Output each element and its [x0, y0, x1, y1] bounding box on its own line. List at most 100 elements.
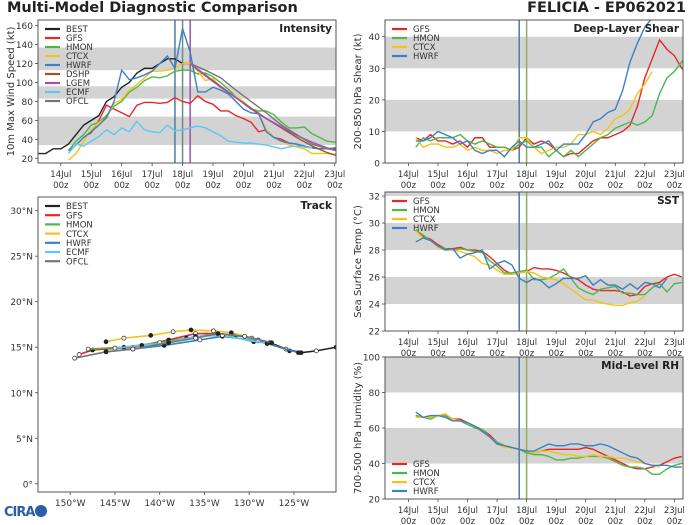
shaded-band [385, 357, 683, 393]
y-tick-label: 0 [374, 160, 380, 170]
x-tick-label: 00z [519, 349, 535, 359]
plot-frame [384, 191, 684, 332]
track-marker [193, 335, 198, 341]
track-marker [166, 340, 172, 346]
panel-track: 0° 5°N 10°N 15°N 20°N 25°N 30°N 150°W 145°W 140°W… [10, 196, 337, 509]
legend-label: HWRF [413, 52, 439, 62]
x-tick-label: 21Jul [605, 338, 626, 348]
plot-frame [37, 196, 337, 493]
plot-frame [384, 356, 684, 500]
panel-intensity: 2040608010012014016014Jul00z15Jul00z16Ju… [6, 19, 345, 191]
x-tick-label: 17Jul [487, 338, 508, 348]
x-tick-label: 145°W [100, 499, 131, 509]
x-tick-label: 150°W [55, 499, 86, 509]
y-tick-label: 20°N [10, 298, 33, 308]
y-tick-label: 60 [22, 117, 34, 127]
series-line-ecmf [67, 120, 312, 154]
y-tick-label: 28 [369, 247, 381, 257]
x-tick-label: 00z [489, 181, 505, 191]
x-tick-label: 00z [430, 181, 446, 191]
series-line-ecmf [114, 334, 268, 349]
x-tick-label: 23Jul [664, 506, 685, 516]
y-tick-label: 5°N [16, 435, 33, 445]
y-tick-label: 0° [23, 480, 33, 490]
legend-label: HMON [413, 34, 440, 44]
legend-label: HWRF [66, 239, 92, 249]
legend-label: BEST [66, 25, 89, 35]
x-tick-label: 18Jul [516, 170, 537, 180]
y-tick-label: 22 [369, 328, 380, 338]
series-line-lgem [189, 63, 336, 152]
x-tick-label: 135°W [189, 499, 220, 509]
series-group [415, 20, 683, 158]
y-tick-label: 60 [369, 425, 381, 435]
track-marker [215, 331, 221, 336]
x-tick-label: 00z [549, 349, 565, 359]
series-line-hwrf [68, 28, 336, 152]
panel-title: Mid-Level RH [601, 360, 679, 372]
series-line-best [38, 58, 191, 155]
x-tick-label: 00z [460, 517, 476, 525]
plot-frame [384, 19, 684, 164]
panel-shear: 01020304014Jul00z15Jul00z16Jul00z17Jul00… [353, 19, 685, 191]
y-tick-label: 120 [16, 60, 33, 70]
legend-label: BEST [66, 202, 89, 212]
track-marker [121, 335, 127, 341]
x-tick-label: 00z [114, 181, 130, 191]
x-tick-label: 22Jul [634, 338, 655, 348]
shaded-band [385, 223, 683, 251]
x-tick-label: 00z [667, 349, 683, 359]
legend-label: HMON [66, 43, 93, 53]
legend-label: HMON [413, 469, 440, 479]
x-tick-label: 140°W [144, 499, 175, 509]
x-tick-label: 00z [205, 181, 221, 191]
x-tick-label: 20Jul [575, 506, 596, 516]
x-tick-label: 00z [236, 181, 252, 191]
track-marker [197, 337, 203, 343]
y-tick-label: 30 [369, 65, 381, 75]
legend-label: OFCL [66, 97, 89, 107]
x-tick-label: 14Jul [50, 170, 71, 180]
shaded-band [385, 192, 683, 197]
track-marker [296, 350, 301, 356]
track-marker [148, 333, 154, 338]
panel-title: Intensity [279, 23, 332, 35]
y-axis-label: Sea Surface Temp (°C) [353, 205, 364, 318]
x-tick-label: 21Jul [263, 170, 284, 180]
x-tick-label: 19Jul [546, 506, 567, 516]
track-marker [112, 345, 118, 351]
y-axis-label: 700-500 hPa Humidity (%) [353, 362, 364, 494]
series-group [38, 28, 336, 161]
x-tick-label: 00z [637, 517, 653, 525]
x-tick-label: 16Jul [457, 506, 478, 516]
x-tick-label: 23Jul [324, 170, 345, 180]
series-group [415, 411, 683, 475]
x-tick-label: 16Jul [457, 338, 478, 348]
x-tick-label: 20Jul [233, 170, 254, 180]
plot-frame [37, 19, 337, 164]
y-tick-label: 24 [369, 301, 381, 311]
series-line-hwrf [415, 20, 652, 158]
x-tick-label: 00z [266, 181, 282, 191]
track-marker [103, 339, 109, 345]
y-tick-label: 40 [22, 136, 34, 146]
main-title: Multi-Model Diagnostic Comparison [7, 0, 298, 16]
x-tick-label: 00z [578, 517, 594, 525]
legend-label: HMON [413, 206, 440, 216]
legend-label: CTCX [66, 52, 89, 62]
x-tick-label: 00z [401, 349, 417, 359]
x-tick-label: 19Jul [546, 338, 567, 348]
x-tick-label: 00z [327, 181, 343, 191]
legend-label: ECMF [66, 88, 90, 98]
y-tick-label: 20 [369, 496, 381, 506]
track-marker [269, 340, 274, 346]
x-tick-label: 15Jul [427, 338, 448, 348]
legend-label: LGEM [66, 79, 90, 89]
x-tick-label: 00z [401, 181, 417, 191]
x-tick-label: 00z [84, 181, 100, 191]
x-tick-label: 14Jul [398, 170, 419, 180]
x-tick-label: 00z [637, 181, 653, 191]
x-tick-label: 00z [175, 181, 191, 191]
x-tick-label: 00z [489, 349, 505, 359]
